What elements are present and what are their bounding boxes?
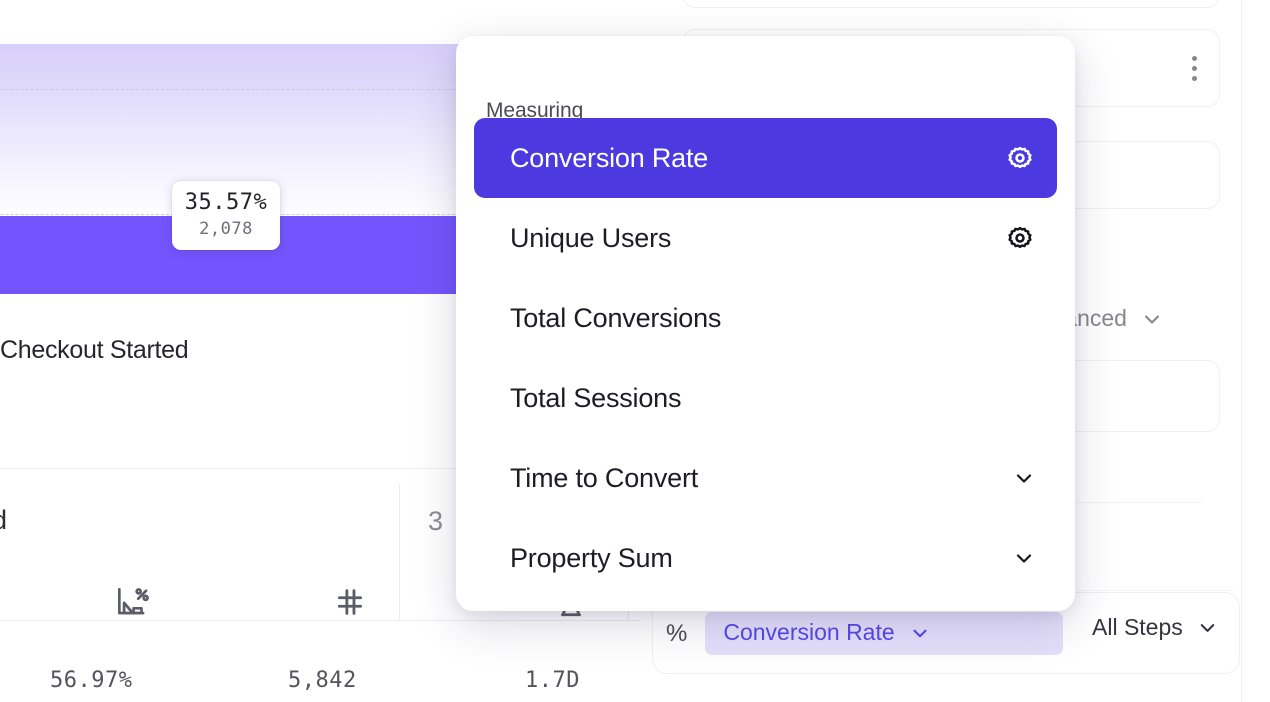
dropdown-item-conversion-rate[interactable]: Conversion Rate [474,118,1057,198]
dropdown-item-total-sessions[interactable]: Total Sessions [474,358,1057,438]
gear-icon[interactable] [1002,222,1036,254]
hash-icon[interactable] [320,580,380,624]
dropdown-list: Conversion Rate Unique Users Total Conve… [474,118,1057,598]
chevron-down-icon [1140,307,1164,331]
all-steps-selector[interactable]: All Steps [1092,614,1219,641]
chevron-down-icon[interactable] [1002,546,1036,570]
metric-pill-conversion-rate[interactable]: Conversion Rate [705,612,1064,655]
percent-symbol-icon: % [666,619,688,647]
chevron-down-icon [1196,616,1219,639]
funnel-step-label: Checkout Started [0,336,189,364]
metric-selector-row: % Conversion Rate [666,612,1064,655]
dropdown-item-time-to-convert[interactable]: Time to Convert [474,438,1057,518]
bar-chart-percent-icon[interactable] [102,580,162,624]
funnel-bar-tooltip: 35.57% 2,078 [172,181,280,251]
metric-pill-label: Conversion Rate [723,619,895,645]
panel-edge-divider [1241,0,1242,702]
table-column-divider [399,484,400,620]
table-header-divider [0,620,640,621]
table-value-time-to-convert: 1.7D [525,668,580,693]
dropdown-item-property-sum[interactable]: Property Sum [474,518,1057,598]
dropdown-item-label: Time to Convert [510,462,699,493]
dropdown-item-label: Unique Users [510,222,672,253]
table-value-conversion-rate: 56.97% [50,668,133,693]
dropdown-item-label: Total Conversions [510,302,722,333]
table-step-name-partial: d [0,505,7,536]
tooltip-percent: 35.57% [184,190,268,215]
dropdown-item-label: Total Sessions [510,382,682,413]
settings-card-top[interactable] [682,0,1220,8]
more-options-icon[interactable] [1180,50,1208,86]
table-step-number: 3 [428,506,444,536]
table-value-unique-users: 5,842 [288,668,357,693]
chevron-down-icon [909,622,931,644]
dropdown-item-total-conversions[interactable]: Total Conversions [474,278,1057,358]
chevron-down-icon[interactable] [1002,466,1036,490]
dropdown-item-label: Conversion Rate [510,142,709,173]
all-steps-label: All Steps [1092,614,1183,640]
gear-icon[interactable] [1002,142,1036,174]
chart-gridline [0,89,470,90]
tooltip-count: 2,078 [199,219,253,240]
funnel-bar-group[interactable] [0,44,470,294]
dropdown-item-label: Property Sum [510,542,673,573]
dropdown-title: Measuring [486,99,584,122]
measuring-dropdown[interactable]: Measuring Conversion Rate Unique Users T… [456,36,1075,611]
funnel-divider [0,468,470,469]
dropdown-item-unique-users[interactable]: Unique Users [474,198,1057,278]
